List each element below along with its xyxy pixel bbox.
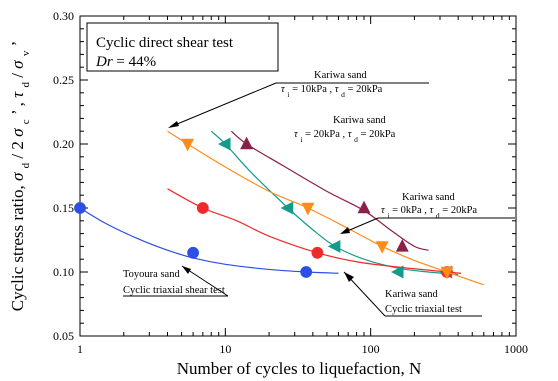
dr-symbol: Dr: [95, 54, 113, 70]
y-axis-label: Cyclic stress ratio, σ d / 2 σ c ’ , τ d…: [8, 41, 32, 312]
series-layer: [74, 130, 484, 286]
series-toyoura-triaxial: [74, 202, 339, 278]
kariwa-0-20-tau-d: τ: [430, 205, 435, 216]
kariwa-0-20-arrowhead: [340, 227, 350, 234]
y-tick-label: 0.30: [53, 9, 74, 23]
kariwa-10-20-tau-i: τ: [281, 84, 286, 95]
y-axis-label-group: Cyclic stress ratio, σ d / 2 σ c ’ , τ d…: [8, 41, 32, 312]
annotation-kariwa-triaxial: Kariwa sand Cyclic triaxial test: [343, 271, 482, 317]
kariwa-triaxial-label-1: Kariwa sand: [385, 289, 439, 300]
kariwa-20-20-sub-d: d: [354, 135, 358, 144]
series-line-kariwa-10-20: [167, 130, 484, 286]
chart-title: Cyclic direct shear test: [96, 35, 234, 51]
kariwa-0-20-label-1: Kariwa sand: [402, 192, 456, 203]
y-tick-label: 0.15: [53, 201, 74, 215]
series-kariwa-20-20: [230, 130, 429, 252]
y-label-prime: ’: [8, 41, 27, 47]
data-point-kariwa-20-20: [395, 239, 409, 252]
kariwa-10-20-tau-d: τ: [335, 84, 340, 95]
kariwa-20-20-end: = 20kPa: [361, 129, 396, 140]
kariwa-20-20-sub-i: i: [300, 135, 302, 144]
data-point-kariwa-triaxial: [390, 265, 404, 279]
toyoura-arrowhead: [182, 266, 191, 274]
kariwa-10-20-label-2: τ i = 10kPa , τ d = 20kPa: [281, 84, 383, 99]
y-tick-label: 0.20: [53, 137, 74, 151]
x-axis-label: Number of cycles to liquefaction, N: [177, 359, 422, 378]
kariwa-0-20-label-2: τ i = 0kPa , τ d = 20kPa: [381, 205, 477, 220]
data-point-kariwa-triaxial: [217, 137, 231, 151]
data-point-kariwa-triaxial: [280, 201, 294, 215]
data-point-kariwa-0-20: [311, 246, 324, 259]
data-point-kariwa-10-20: [440, 266, 454, 280]
kariwa-triaxial-label-2: Cyclic triaxial test: [385, 304, 462, 315]
kariwa-triaxial-arrowhead: [344, 272, 354, 282]
data-point-toyoura-triaxial: [74, 202, 86, 214]
y-tick-label: 0.10: [53, 265, 74, 279]
data-point-kariwa-10-20: [301, 202, 315, 216]
dr-value: = 44%: [116, 54, 156, 70]
x-tick-label: 100: [362, 342, 380, 356]
kariwa-0-20-sub-i: i: [387, 211, 389, 220]
annotation-kariwa-10-20: Kariwa sand τ i = 10kPa , τ d = 20kPa: [168, 70, 429, 128]
kariwa-10-20-leader: [169, 82, 277, 128]
y-axis-ticks: 0.05 0.10 0.15 0.20 0.25 0.30: [53, 9, 516, 343]
title-box: Cyclic direct shear test Dr = 44%: [86, 22, 279, 72]
kariwa-20-20-tau-i: τ: [294, 129, 299, 140]
annotation-kariwa-0-20: Kariwa sand τ i = 0kPa , τ d = 20kPa: [340, 192, 515, 234]
kariwa-0-20-leader: [344, 217, 379, 233]
x-tick-label: 10: [219, 342, 231, 356]
y-label-sub-d-2: d: [20, 82, 32, 88]
y-label-sigma-1: σ: [8, 172, 27, 181]
kariwa-10-20-sub-d: d: [341, 90, 345, 99]
y-label-div-2: / 2: [8, 141, 27, 158]
y-label-sub-d-1: d: [20, 162, 32, 168]
kariwa-20-20-tau-d: τ: [348, 129, 353, 140]
y-label-sub-v: v: [20, 50, 32, 56]
x-axis-ticks: 1 10 100 1000: [77, 16, 528, 356]
kariwa-20-20-label-1: Kariwa sand: [333, 115, 387, 126]
data-point-kariwa-triaxial: [327, 239, 341, 253]
y-tick-label: 0.05: [53, 329, 74, 343]
series-kariwa-10-20: [167, 130, 484, 286]
data-point-kariwa-10-20: [375, 241, 389, 254]
kariwa-0-20-end: = 20kPa: [442, 205, 477, 216]
annotation-toyoura: Toyoura sand Cyclic triaxial shear test: [123, 265, 229, 297]
kariwa-10-20-mid: = 10kPa ,: [292, 84, 335, 95]
chart-subtitle: Dr = 44%: [95, 54, 156, 70]
kariwa-0-20-tau-i: τ: [381, 205, 386, 216]
data-point-kariwa-10-20: [181, 138, 195, 152]
title-box-frame: [86, 22, 279, 72]
x-tick-label: 1: [77, 342, 83, 356]
data-point-toyoura-triaxial: [300, 266, 313, 278]
y-label-div: /: [8, 69, 27, 78]
data-point-kariwa-20-20: [357, 200, 371, 214]
data-point-kariwa-0-20: [196, 202, 209, 214]
kariwa-20-20-label-2: τ i = 20kPa , τ d = 20kPa: [294, 129, 396, 144]
kariwa-0-20-mid: = 0kPa ,: [392, 205, 429, 216]
y-tick-label: 0.25: [53, 73, 74, 87]
annotation-kariwa-20-20: Kariwa sand τ i = 20kPa , τ d = 20kPa: [294, 115, 396, 144]
y-label-prime-comma: ’ ,: [8, 98, 27, 115]
kariwa-10-20-label-1: Kariwa sand: [314, 70, 368, 81]
y-label-part-1: Cyclic stress ratio,: [8, 181, 27, 311]
y-label-sigma-2: σ: [8, 128, 27, 137]
kariwa-10-20-sub-i: i: [287, 90, 289, 99]
kariwa-10-20-end: = 20kPa: [348, 84, 383, 95]
kariwa-20-20-mid: = 20kPa ,: [305, 129, 348, 140]
data-point-kariwa-20-20: [240, 136, 254, 150]
x-tick-label: 1000: [504, 342, 528, 356]
kariwa-10-20-arrowhead: [168, 121, 179, 128]
data-point-toyoura-triaxial: [187, 246, 199, 259]
toyoura-label-2: Cyclic triaxial shear test: [123, 285, 225, 296]
y-label-tau: τ: [8, 91, 27, 98]
y-label-sub-c: c: [20, 119, 32, 124]
toyoura-label-1: Toyoura sand: [123, 269, 180, 280]
series-line-kariwa-triaxial: [210, 130, 459, 276]
kariwa-0-20-sub-d: d: [436, 211, 440, 220]
y-label-sigma-3: σ: [8, 60, 27, 69]
